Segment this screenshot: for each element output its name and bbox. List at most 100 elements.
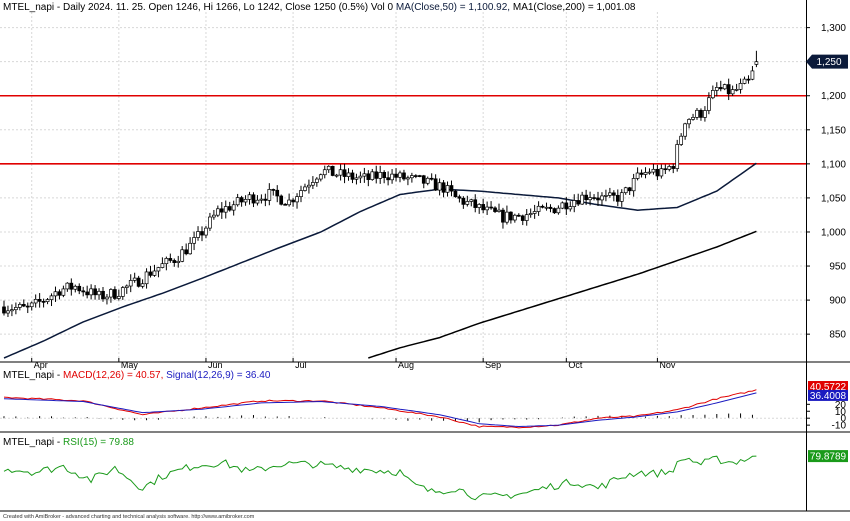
- ma200-line: [368, 230, 757, 359]
- candle-body-down: [473, 199, 478, 208]
- candle-body-down: [611, 192, 616, 196]
- y-tick-label: 1,150: [821, 125, 846, 136]
- candle-body-down: [148, 271, 153, 276]
- grid-lines: [0, 12, 806, 358]
- candle-body-down: [81, 290, 86, 293]
- candle: [398, 170, 402, 183]
- candle: [2, 300, 6, 316]
- candle-body-down: [37, 298, 42, 302]
- y-tick-label: 900: [829, 296, 846, 307]
- candle-body-down: [564, 202, 569, 210]
- rsi-panel[interactable]: 79.8789: [3, 450, 848, 501]
- candle: [49, 293, 54, 307]
- candle: [10, 304, 14, 317]
- candle-body-down: [639, 172, 644, 175]
- macd-y-tick-label: 0: [840, 414, 846, 425]
- candle: [560, 201, 565, 210]
- last-price-label: 1,250: [816, 57, 841, 68]
- candle: [334, 173, 339, 178]
- candle: [223, 200, 228, 219]
- candle: [303, 183, 307, 192]
- x-tick-label: Jul: [295, 360, 307, 370]
- candle: [390, 169, 394, 184]
- candle: [116, 289, 121, 301]
- candle: [635, 167, 640, 181]
- y-tick-label: 1,300: [821, 23, 846, 34]
- candle-body-up: [580, 194, 585, 205]
- candle-body-up: [223, 206, 228, 213]
- candle-body-up: [314, 178, 319, 183]
- candle: [14, 302, 18, 315]
- macd-y-tick-label: 20: [835, 400, 847, 411]
- candle: [354, 173, 359, 185]
- x-tick-label: Aug: [398, 360, 414, 370]
- candle-body-down: [489, 206, 493, 209]
- y-tick-label: 1,200: [821, 91, 846, 102]
- candle: [615, 189, 620, 207]
- candle: [307, 179, 311, 194]
- candle-body-down: [429, 177, 434, 180]
- candle-body-down: [113, 289, 117, 299]
- candle-body-down: [219, 208, 224, 213]
- candle-body-down: [271, 189, 276, 191]
- candle-body-up: [390, 173, 394, 181]
- candle-body-up: [742, 78, 747, 84]
- candle-body-up: [116, 296, 121, 299]
- candle: [37, 293, 42, 308]
- candle: [457, 194, 462, 203]
- candle: [413, 174, 418, 179]
- candle-body-down: [366, 173, 371, 180]
- candle: [425, 176, 430, 186]
- candle: [85, 285, 90, 299]
- candle: [57, 289, 62, 300]
- candle-body-down: [184, 249, 189, 255]
- candle-body-up: [425, 177, 430, 184]
- candle: [212, 209, 216, 220]
- candle-body-up: [311, 182, 315, 186]
- candle-body-up: [188, 242, 192, 255]
- candlesticks[interactable]: [2, 50, 759, 317]
- candle: [227, 201, 232, 212]
- candle-body-down: [279, 195, 284, 205]
- candle: [204, 225, 208, 239]
- candle-body-up: [318, 174, 323, 180]
- candle: [247, 191, 252, 205]
- candle: [69, 278, 74, 296]
- candle: [136, 275, 141, 288]
- candle-body-up: [722, 84, 727, 90]
- candle-body-down: [552, 208, 557, 214]
- macd-legend: MACD(12,26) = 40.57,: [63, 370, 163, 381]
- candle: [695, 107, 699, 120]
- macd-line: [3, 389, 757, 429]
- y-axis: 1,250 1,300 1,200 1,150 1,100 1,050 1,000 950 90…: [806, 23, 848, 341]
- candle-body-up: [465, 201, 470, 205]
- candle-body-up: [29, 302, 34, 308]
- candle-body-up: [651, 168, 656, 173]
- candle: [89, 284, 93, 300]
- candle-body-up: [346, 172, 351, 177]
- candle: [156, 266, 161, 278]
- candle-body-up: [544, 206, 549, 209]
- candle-body-down: [394, 173, 398, 178]
- candle-body-up: [132, 277, 137, 281]
- rsi-last-marker: [808, 450, 848, 463]
- moving-averages: [3, 162, 757, 359]
- candle-body-up: [528, 213, 533, 216]
- candle: [192, 231, 196, 251]
- candle-body-up: [485, 206, 489, 211]
- signal-line: [3, 392, 757, 428]
- candle-body-up: [568, 206, 573, 210]
- candle-body-up: [152, 270, 157, 276]
- candle-body-up: [144, 271, 149, 285]
- candle: [596, 191, 600, 206]
- candle: [528, 208, 533, 218]
- candle: [707, 92, 711, 115]
- candle: [505, 205, 509, 225]
- candle: [382, 170, 387, 184]
- candle: [449, 180, 454, 197]
- candle: [53, 286, 58, 302]
- candle: [394, 168, 398, 182]
- candle: [552, 207, 557, 214]
